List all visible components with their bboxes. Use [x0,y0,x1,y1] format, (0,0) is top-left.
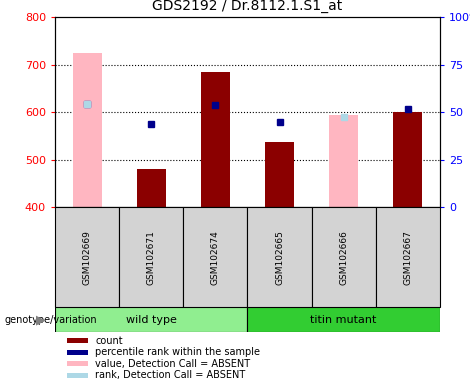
Text: titin mutant: titin mutant [311,314,377,325]
Bar [247,307,440,332]
Bar [67,350,88,355]
Text: GSM102666: GSM102666 [339,230,348,285]
Text: GSM102665: GSM102665 [275,230,284,285]
Title: GDS2192 / Dr.8112.1.S1_at: GDS2192 / Dr.8112.1.S1_at [152,0,343,13]
Text: count: count [95,336,123,346]
Text: GSM102674: GSM102674 [211,230,220,285]
Bar [393,113,422,207]
Text: rank, Detection Call = ABSENT: rank, Detection Call = ABSENT [95,370,246,381]
Text: wild type: wild type [126,314,177,325]
Text: GSM102667: GSM102667 [403,230,412,285]
Bar [73,53,102,207]
Bar [376,207,440,307]
Bar [201,72,230,207]
Bar [312,207,376,307]
Bar [329,115,358,207]
Text: GSM102671: GSM102671 [147,230,156,285]
Bar [183,207,248,307]
Text: genotype/variation: genotype/variation [5,314,97,325]
Text: GSM102669: GSM102669 [83,230,92,285]
Bar [67,373,88,378]
Text: value, Detection Call = ABSENT: value, Detection Call = ABSENT [95,359,251,369]
Text: percentile rank within the sample: percentile rank within the sample [95,347,260,358]
Bar [137,169,165,207]
Bar [119,207,183,307]
Bar [265,142,294,207]
Bar [55,307,247,332]
Bar [67,338,88,343]
Bar [67,361,88,366]
Bar [247,207,312,307]
Text: ▶: ▶ [36,313,46,326]
Bar [55,207,119,307]
